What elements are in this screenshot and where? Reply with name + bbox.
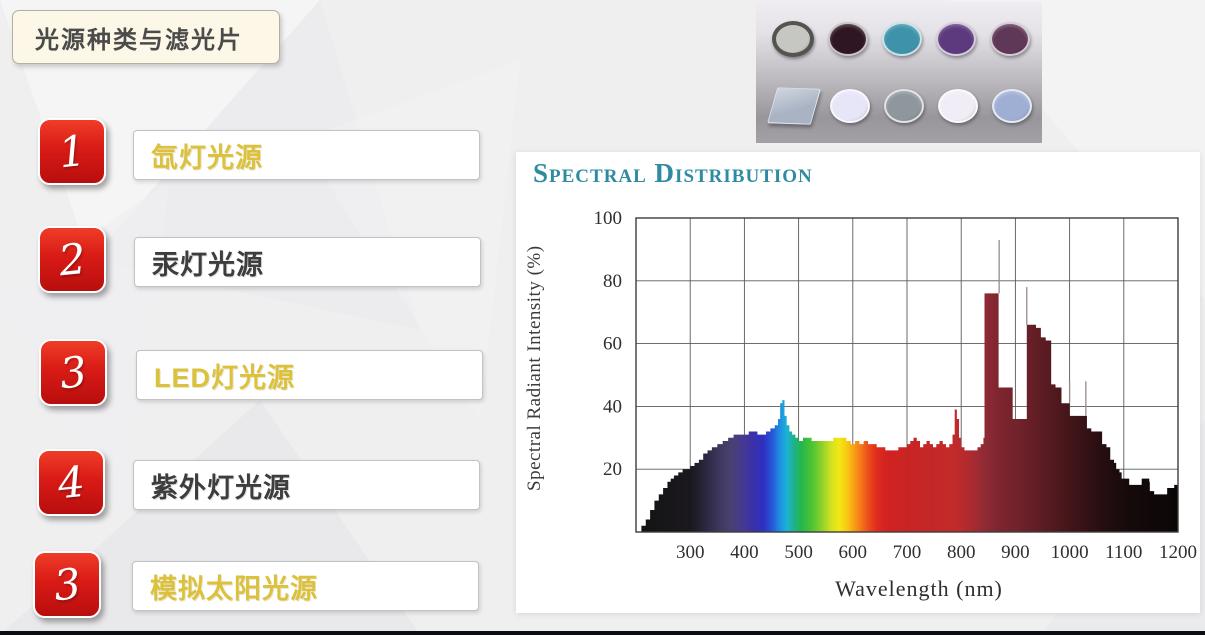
- gray-filter: [884, 89, 924, 123]
- dark-maroon-filter: [828, 22, 868, 56]
- white-filter: [938, 89, 978, 123]
- colored-filters-row: [772, 21, 1030, 57]
- number-badge: 3: [39, 339, 107, 406]
- square-glass-filter: [767, 87, 821, 125]
- item-label: 紫外灯光源: [151, 472, 291, 503]
- y-tick-label: 20: [603, 459, 622, 480]
- x-tick-label: 500: [784, 542, 813, 563]
- number-badge: 3: [33, 551, 101, 618]
- y-tick-label: 40: [603, 396, 622, 417]
- x-tick-label: 600: [839, 542, 868, 563]
- x-axis-label: Wavelength (nm): [835, 576, 1003, 601]
- lavender-white-filter: [830, 89, 870, 123]
- item-label-box: 汞灯光源: [134, 237, 481, 287]
- badge-number: 3: [57, 346, 89, 398]
- spectrum-plot: 20 40 60 80 100 300 400 500 600 700 800 900 1000 1100…: [594, 208, 1198, 563]
- periwinkle-filter: [992, 89, 1032, 123]
- number-badge: 2: [38, 226, 106, 293]
- badge-number: 2: [56, 233, 88, 285]
- slide-title: 光源种类与滤光片: [35, 26, 243, 54]
- x-tick-label: 1100: [1105, 542, 1142, 563]
- x-tick-label: 300: [676, 542, 705, 563]
- slide-title-box: 光源种类与滤光片: [12, 10, 280, 64]
- badge-number: 3: [51, 558, 83, 610]
- optical-filters-photo: [756, 2, 1042, 143]
- gray-mounted-filter: [772, 21, 814, 57]
- item-label-box: 氙灯光源: [133, 130, 480, 180]
- number-badge: 4: [37, 449, 105, 516]
- teal-filter: [882, 22, 922, 56]
- badge-number: 4: [55, 456, 87, 508]
- spectral-distribution-panel: Spectral Distribution Spectral Radiant I…: [516, 152, 1200, 613]
- light-filters-row: [767, 87, 1032, 125]
- badge-number: 1: [56, 125, 88, 177]
- purple-filter: [936, 22, 976, 56]
- chart-title: Spectral Distribution: [533, 158, 813, 188]
- item-label: 汞灯光源: [152, 249, 264, 280]
- y-tick-label: 80: [603, 271, 622, 292]
- slide-bottom-bar: [0, 631, 1205, 635]
- item-label-box: 紫外灯光源: [133, 460, 480, 510]
- x-tick-label: 900: [1001, 542, 1029, 563]
- item-label-box: LED灯光源: [136, 350, 483, 400]
- dark-plum-filter: [990, 22, 1030, 56]
- x-tick-label: 700: [893, 542, 922, 563]
- y-tick-label: 60: [603, 334, 622, 355]
- x-tick-label: 400: [730, 542, 759, 563]
- x-tick-label: 800: [947, 542, 976, 563]
- number-badge: 1: [38, 118, 106, 185]
- item-label: LED灯光源: [154, 362, 295, 393]
- item-label: 模拟太阳光源: [150, 573, 318, 604]
- x-tick-label: 1000: [1051, 542, 1089, 563]
- item-label-box: 模拟太阳光源: [132, 561, 479, 611]
- y-tick-label: 100: [594, 208, 623, 229]
- item-label: 氙灯光源: [151, 142, 263, 173]
- x-tick-label: 1200: [1159, 542, 1197, 563]
